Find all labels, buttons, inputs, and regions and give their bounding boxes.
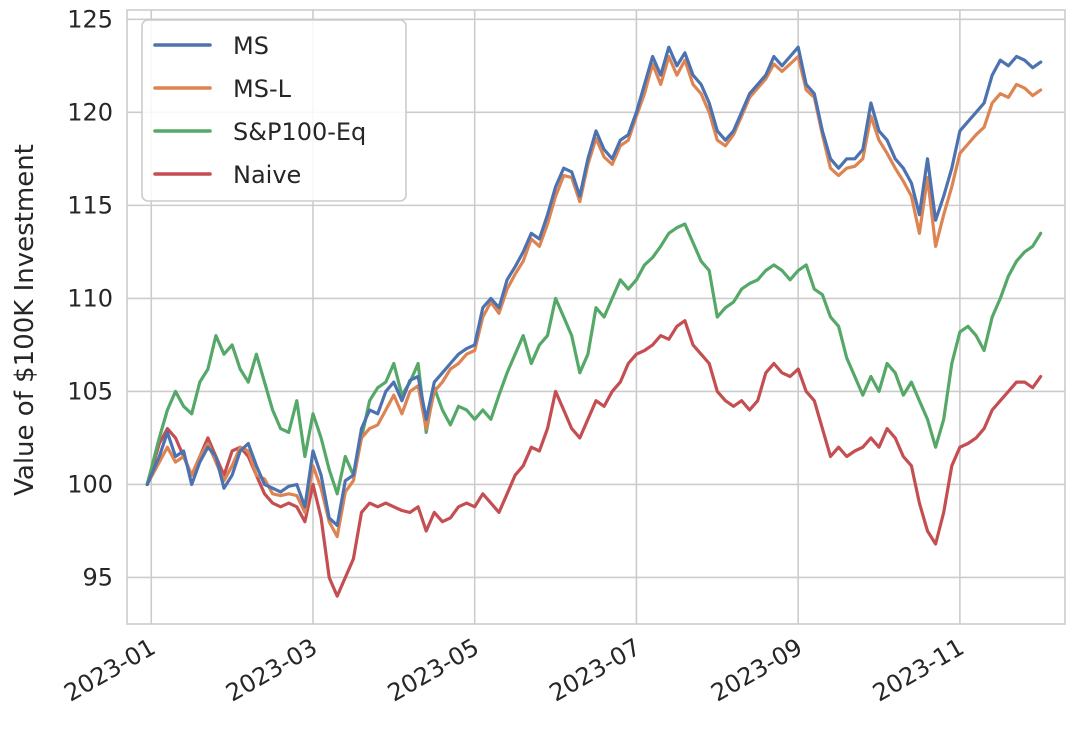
legend-label-naive: Naive [233,161,301,189]
y-tick-label: 105 [67,377,113,405]
x-tick-label: 2023-01 [59,633,160,707]
legend-label-ms-l: MS-L [233,75,292,103]
y-axis-label: Value of $100K Investment [10,144,40,496]
y-axis: 95 100 105 110 115 120 125 [67,5,113,591]
x-tick-label: 2023-05 [383,633,484,707]
y-tick-label: 115 [67,191,113,219]
x-tick-label: 2023-03 [221,633,322,707]
legend-label-ms: MS [233,32,269,60]
legend-box [141,19,407,202]
legend: MS MS-L S&P100-Eq Naive [141,19,407,202]
y-tick-label: 110 [67,284,113,312]
x-axis: 2023-01 2023-03 2023-05 2023-07 2023-09 2023-… [59,633,968,707]
plot-frame [126,9,1066,625]
x-tick-label: 2023-11 [868,633,969,707]
y-tick-label: 95 [82,563,113,591]
series-line-ms-l [145,54,1043,539]
series-line-ms [145,45,1043,528]
series-line-naive [145,319,1043,598]
series-line-s-p100-eq [145,222,1043,496]
y-tick-label: 125 [67,5,113,33]
series-layer [145,45,1043,598]
y-tick-label: 120 [67,98,113,126]
x-tick-label: 2023-09 [706,633,807,707]
x-tick-label: 2023-07 [545,633,646,707]
y-tick-label: 100 [67,470,113,498]
legend-label-s-p100-eq: S&P100-Eq [233,118,366,146]
